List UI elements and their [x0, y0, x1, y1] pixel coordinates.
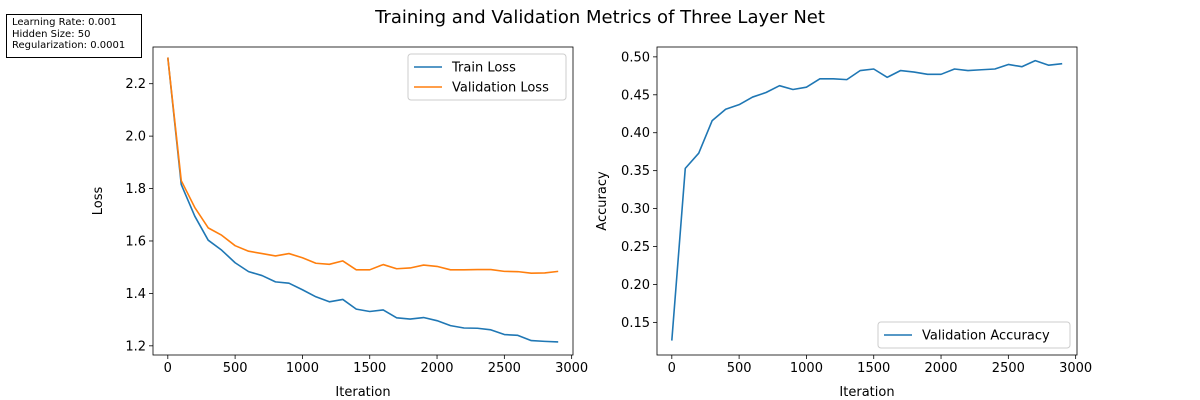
validation-loss-line [167, 57, 559, 275]
y-tick-label: 0.25 [621, 240, 650, 255]
learning-rate-text: Learning Rate: 0.001 [12, 17, 117, 28]
x-tick-label: 2500 [488, 361, 521, 376]
y-tick-label: 0.40 [621, 126, 650, 141]
hyperparameter-box: Learning Rate: 0.001 Hidden Size: 50 Reg… [6, 14, 142, 58]
accuracy-chart: 0 500 1000 1500 2000 2500 3000 0.15 0.20 0.25 0.30… [595, 46, 1092, 400]
x-tick-label: 2000 [924, 361, 957, 376]
validation-accuracy-line [671, 59, 1063, 341]
y-tick-label: 2.0 [125, 130, 146, 145]
hidden-size-text: Hidden Size: 50 [12, 28, 91, 40]
x-tick-label: 1500 [857, 361, 890, 376]
y-tick-label: 0.15 [621, 316, 650, 331]
y-tick-label: 0.20 [621, 278, 650, 293]
x-tick-label: 3000 [555, 361, 588, 376]
legend-frame [877, 321, 1071, 349]
train-loss-line [167, 57, 559, 343]
y-tick-label: 0.45 [621, 88, 650, 103]
x-tick-label: 3000 [1059, 361, 1092, 376]
y-tick-label: 0.30 [621, 202, 650, 217]
x-tick-label: 1000 [790, 361, 823, 376]
y-tick-label: 0.50 [621, 50, 650, 65]
x-tick-label: 500 [727, 361, 752, 376]
y-tick-label: 2.2 [125, 77, 146, 92]
legend: Validation Accuracy [877, 321, 1071, 349]
x-tick-label: 0 [668, 361, 676, 376]
x-axis-label: Iteration [335, 385, 390, 400]
y-tick-label: 1.4 [125, 287, 146, 302]
y-tick-label: 1.6 [125, 234, 146, 249]
x-tick-label: 2500 [992, 361, 1025, 376]
y-tick-label: 1.2 [125, 339, 146, 354]
validation-accuracy-legend-label: Validation Accuracy [922, 329, 1050, 344]
x-tick-label: 2000 [420, 361, 453, 376]
y-tick-label: 1.8 [125, 182, 146, 197]
plot-frame [152, 46, 574, 356]
x-axis-label: Iteration [839, 385, 894, 400]
regularization-text: Regularization: 0.0001 [12, 40, 126, 51]
x-tick-label: 1000 [286, 361, 319, 376]
loss-chart: 0 500 1000 1500 2000 2500 3000 1.2 1.4 1.6 1.8 2.0 2… [91, 46, 588, 400]
plot-frame [656, 46, 1078, 356]
y-axis-label: Accuracy [595, 171, 610, 231]
figure-title: Training and Validation Metrics of Three… [374, 7, 825, 28]
train-loss-legend-label: Train Loss [451, 61, 516, 76]
legend: Train Loss Validation Loss [407, 53, 567, 101]
y-tick-label: 0.35 [621, 164, 650, 179]
y-axis-label: Loss [91, 187, 106, 216]
validation-loss-legend-label: Validation Loss [452, 81, 549, 96]
legend-frame [407, 53, 567, 101]
x-tick-label: 0 [164, 361, 172, 376]
x-tick-label: 500 [223, 361, 248, 376]
x-tick-label: 1500 [353, 361, 386, 376]
